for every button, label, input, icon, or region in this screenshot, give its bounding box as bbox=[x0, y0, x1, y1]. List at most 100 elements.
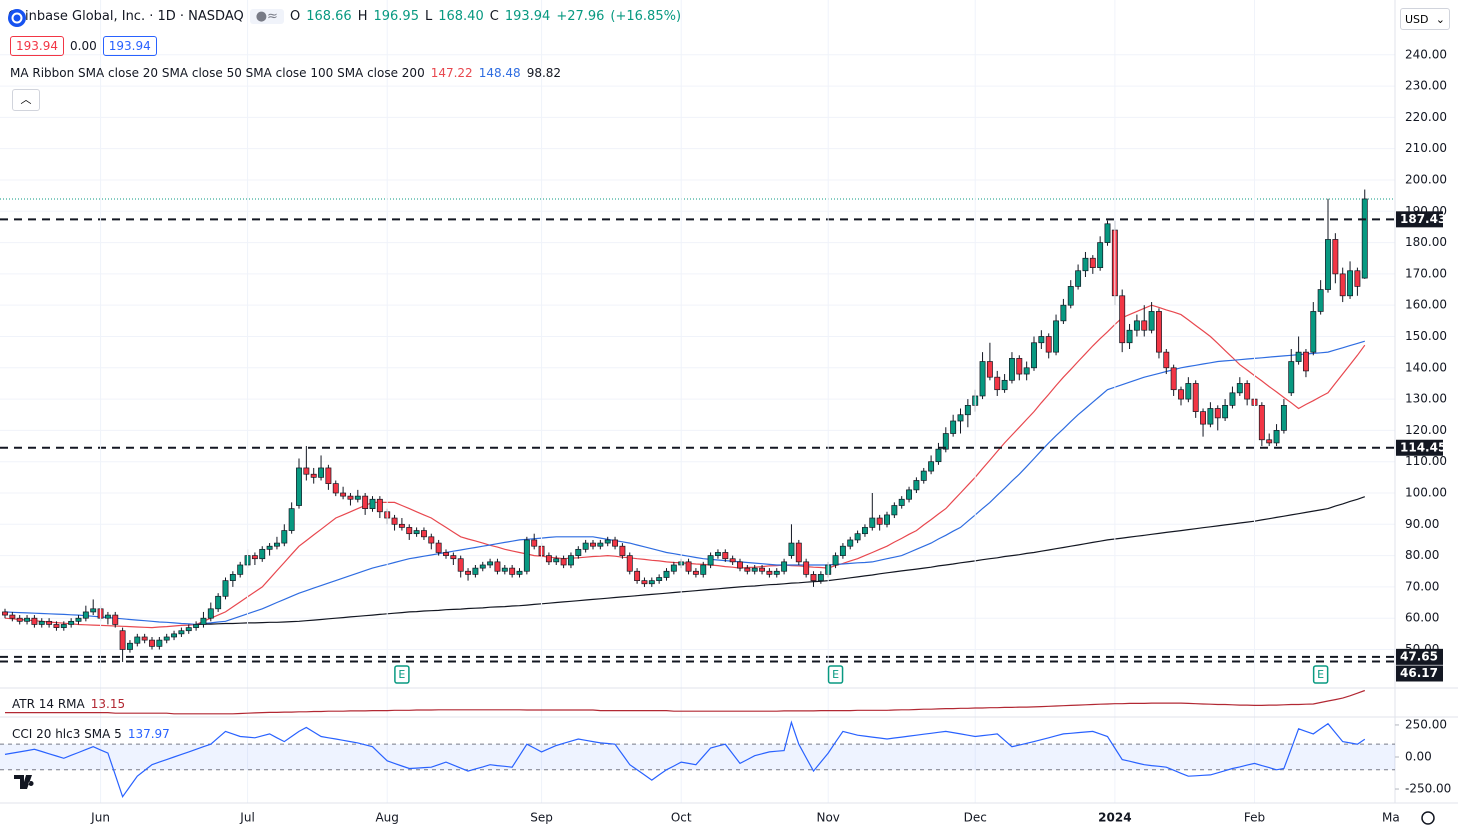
candle-body bbox=[457, 558, 464, 572]
candle-body bbox=[347, 495, 354, 500]
candle-body bbox=[82, 611, 89, 619]
candle-body bbox=[9, 614, 16, 619]
candle-body bbox=[1163, 351, 1170, 369]
collapse-button[interactable]: ︿ bbox=[12, 89, 40, 111]
candle-body bbox=[1332, 239, 1339, 275]
candle-body bbox=[465, 570, 472, 575]
y-tick-label: 90.00 bbox=[1405, 517, 1439, 531]
candle-body bbox=[906, 489, 913, 500]
sell-button[interactable]: 193.94 bbox=[10, 36, 64, 56]
candle-body bbox=[421, 530, 427, 538]
level-tag bbox=[1396, 211, 1443, 228]
earnings-marker bbox=[394, 665, 410, 684]
candle-body bbox=[1317, 289, 1324, 312]
candle-body bbox=[200, 617, 207, 625]
candle-body bbox=[354, 495, 361, 500]
candle-body bbox=[1038, 336, 1045, 344]
candle-body bbox=[1222, 405, 1229, 419]
ma-value: 98.82 bbox=[526, 66, 562, 80]
ma-label: MA Ribbon SMA close 20 SMA close 50 SMA … bbox=[10, 66, 425, 80]
candle-body bbox=[1126, 329, 1133, 344]
compare-toggle[interactable]: ●≈ bbox=[249, 9, 284, 24]
candle-body bbox=[1347, 270, 1353, 297]
y-tick-label: 120.00 bbox=[1405, 423, 1447, 437]
candle-body bbox=[839, 545, 846, 556]
earnings-marker bbox=[827, 665, 844, 684]
candle-body bbox=[494, 561, 501, 572]
change: +27.96 bbox=[556, 9, 605, 24]
candle-body bbox=[75, 617, 82, 622]
open-value: 168.66 bbox=[306, 9, 352, 24]
x-tick-label: Oct bbox=[671, 811, 692, 825]
candle-body bbox=[1354, 270, 1361, 287]
x-tick-label: 2024 bbox=[1098, 811, 1131, 825]
candle-body bbox=[259, 548, 266, 560]
candle-body bbox=[163, 636, 170, 641]
candle-body bbox=[60, 624, 67, 628]
candle-body bbox=[590, 542, 596, 547]
candle-body bbox=[104, 614, 111, 619]
candle-body bbox=[156, 639, 163, 647]
candle-body bbox=[957, 414, 964, 422]
candle-body bbox=[251, 555, 258, 560]
x-tick-label: Sep bbox=[530, 811, 553, 825]
earnings-label: E bbox=[832, 668, 839, 681]
candle-body bbox=[1141, 320, 1148, 331]
high-value: 196.95 bbox=[373, 9, 419, 24]
earnings-label: E bbox=[398, 668, 405, 681]
currency-select[interactable]: USD ⌄ bbox=[1400, 8, 1450, 30]
candle-body bbox=[1266, 439, 1273, 444]
candle-body bbox=[435, 542, 442, 553]
candle-body bbox=[266, 545, 273, 550]
candle-body bbox=[31, 617, 38, 625]
candle-body bbox=[979, 361, 986, 397]
candle-body bbox=[1067, 286, 1074, 306]
candle-body bbox=[443, 552, 449, 556]
level-label: 114.45 bbox=[1400, 440, 1446, 454]
level-label: 46.17 bbox=[1400, 666, 1438, 680]
candle-body bbox=[413, 530, 420, 535]
candle-body bbox=[1325, 239, 1331, 290]
candle-body bbox=[90, 608, 97, 613]
candle-body bbox=[16, 617, 23, 622]
candle-body bbox=[597, 542, 604, 547]
buy-button[interactable]: 193.94 bbox=[102, 36, 157, 56]
candle-body bbox=[766, 570, 773, 575]
candle-body bbox=[560, 558, 567, 566]
candle-body bbox=[391, 517, 398, 525]
candle-body bbox=[722, 552, 729, 560]
x-tick-label: Jun bbox=[90, 811, 110, 825]
candle-body bbox=[1148, 311, 1155, 331]
candle-body bbox=[1258, 405, 1265, 441]
candle-body bbox=[891, 505, 898, 516]
candle-body bbox=[229, 574, 236, 581]
ma-legend: MA Ribbon SMA close 20 SMA close 50 SMA … bbox=[10, 66, 561, 80]
candle-body bbox=[1155, 311, 1162, 353]
candle-body bbox=[1280, 405, 1287, 431]
y-tick-label: 100.00 bbox=[1405, 485, 1447, 499]
candle-body bbox=[207, 608, 214, 619]
candle-body bbox=[119, 630, 126, 650]
high-label: H bbox=[357, 9, 368, 24]
sma-line bbox=[4, 340, 1365, 626]
candle-body bbox=[994, 376, 1001, 391]
candle-body bbox=[744, 567, 751, 572]
level-label: 187.43 bbox=[1400, 212, 1446, 226]
candle-body bbox=[545, 555, 552, 563]
y-tick-label: 140.00 bbox=[1405, 360, 1447, 374]
change-pct: (+16.85%) bbox=[610, 9, 682, 24]
header-row: Coinbase Global, Inc. · 1D · NASDAQ ●≈ O… bbox=[8, 9, 682, 27]
candle-body bbox=[332, 483, 339, 494]
candle-body bbox=[1178, 389, 1184, 400]
candle-body bbox=[237, 564, 244, 575]
candle-body bbox=[398, 523, 405, 528]
candle-body bbox=[986, 361, 993, 378]
candle-body bbox=[964, 405, 971, 416]
candle-body bbox=[1023, 367, 1030, 375]
candle-body bbox=[171, 633, 177, 638]
atr-legend: ATR 14 RMA 13.15 bbox=[12, 697, 125, 711]
candle-body bbox=[685, 561, 692, 572]
candle-body bbox=[296, 467, 302, 506]
candle-body bbox=[472, 567, 479, 575]
y-tick-label: 210.00 bbox=[1405, 141, 1447, 155]
